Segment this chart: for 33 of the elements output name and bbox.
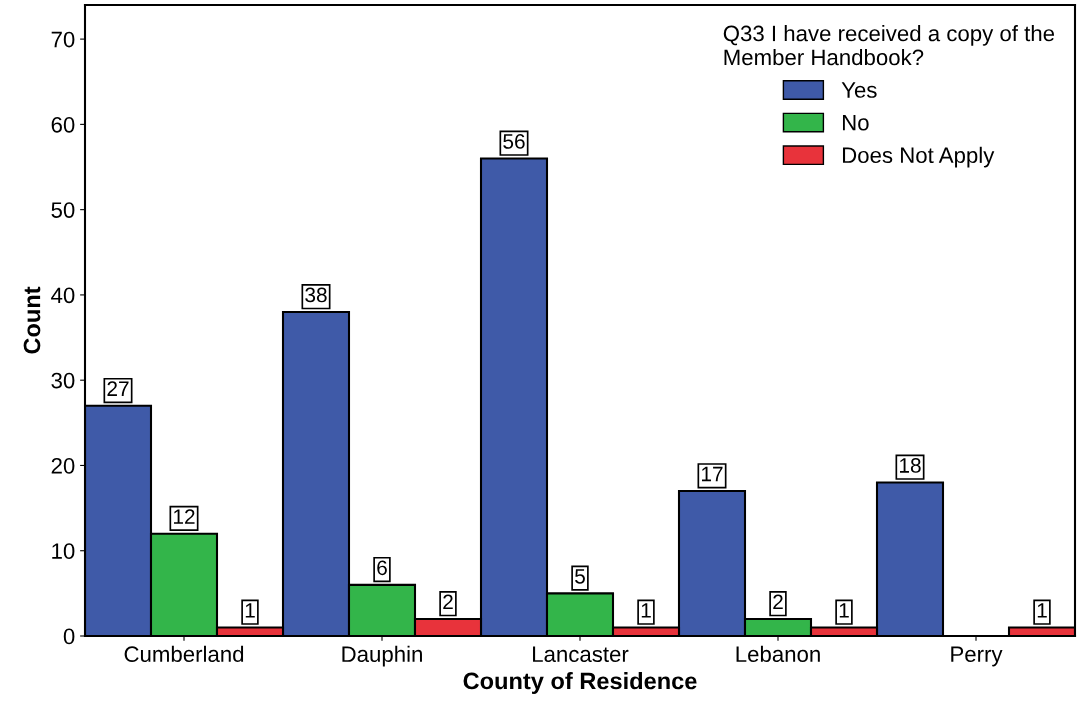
x-axis-title: County of Residence [463,671,697,694]
x-tick-label: Cumberland [124,645,244,663]
x-tick-label: Dauphin [342,645,422,667]
y-tick-label: 20 [51,457,75,474]
y-tick-label: 30 [51,372,75,389]
data-label: 1 [245,603,255,618]
x-tick-label: Lebanon [736,645,820,663]
x-tick-label: Perry [951,646,1003,667]
y-tick-label: 40 [51,287,75,304]
data-label: 6 [377,560,387,576]
y-tick-label: 50 [51,202,75,218]
y-tick-label: 10 [52,543,75,559]
data-label: 12 [174,509,195,524]
y-tick-label: 60 [51,116,75,133]
data-label: 1 [641,603,651,618]
data-label: 2 [443,594,453,610]
data-label: 1 [1037,603,1047,618]
data-label: 56 [503,134,525,149]
y-axis-title: Count [23,286,41,354]
data-label: 17 [702,466,723,482]
y-tick-label: 70 [51,31,75,48]
data-label: 5 [575,569,585,584]
data-label: 18 [900,458,921,473]
data-label: 1 [839,603,849,618]
legend-label: Does Not Apply [842,146,995,168]
legend-title: Q33 I have received a copy of the Member Handbook? [723,25,1055,66]
legend-label: Yes [841,82,877,98]
data-label: 38 [305,287,327,303]
x-tick-label: Lancaster [533,646,629,663]
data-label: 27 [107,381,129,396]
y-tick-label: 0 [63,628,75,645]
legend-label: No [842,114,869,131]
data-label: 2 [773,594,783,610]
